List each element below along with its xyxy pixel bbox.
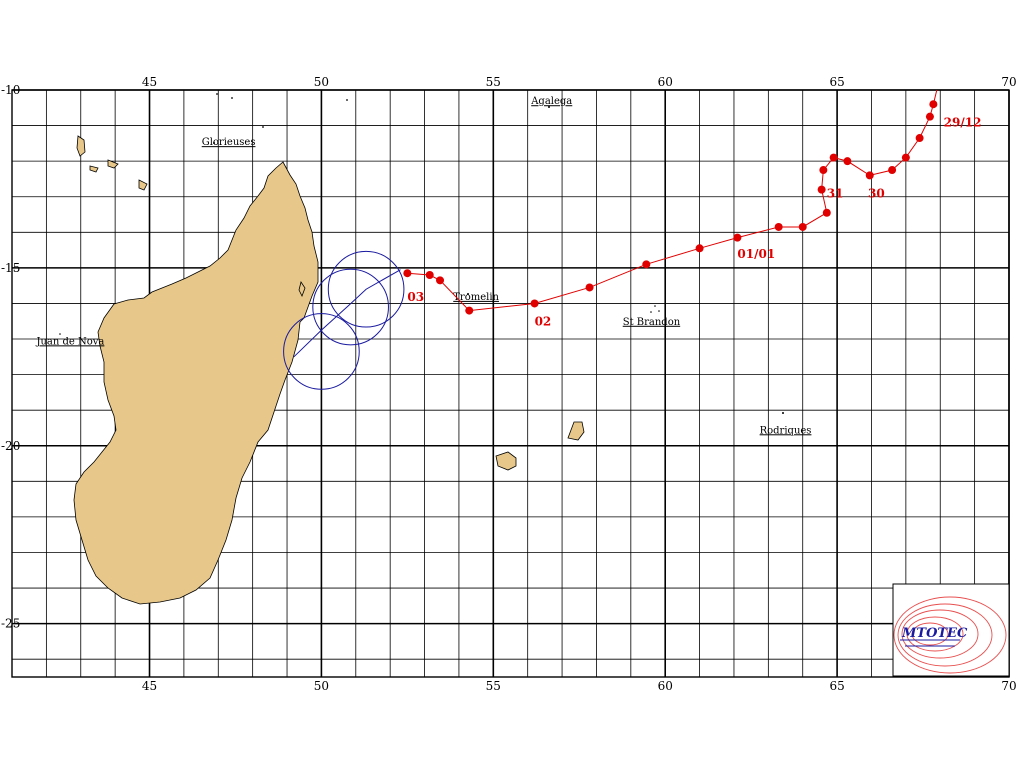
track-point xyxy=(817,185,826,194)
x-axis-ticks: 45 45 50 50 55 55 60 60 65 65 70 70 xyxy=(142,75,1017,693)
forecast-circle xyxy=(283,313,360,390)
forecast-path xyxy=(293,269,401,358)
lat-lon-grid xyxy=(11,89,1010,678)
forecast-circle xyxy=(327,250,405,328)
comoros-island-1 xyxy=(76,135,86,157)
track-point xyxy=(888,166,897,175)
comoros-island-2 xyxy=(89,165,99,173)
x-tick-label-top: 55 xyxy=(486,75,501,89)
place-label: Tromelin xyxy=(453,292,499,303)
x-tick-label-top: 65 xyxy=(829,75,844,89)
track-point xyxy=(530,299,539,308)
cyclone-track xyxy=(403,89,938,315)
track-point xyxy=(829,153,838,162)
forecast-circle xyxy=(312,268,389,346)
track-point xyxy=(798,222,807,231)
track-point xyxy=(925,112,934,121)
y-tick-label: -10 xyxy=(1,83,20,97)
x-tick-label-bottom: 55 xyxy=(486,679,501,693)
sainte-marie-island xyxy=(298,281,306,297)
reunion-island xyxy=(495,451,517,471)
logo-text: MTOTEC xyxy=(901,626,968,641)
y-tick-label: -20 xyxy=(1,439,20,453)
track-line xyxy=(407,89,938,312)
date-label: 01/01 xyxy=(737,247,775,261)
x-tick-label-bottom: 60 xyxy=(658,679,673,693)
y-tick-label: -25 xyxy=(1,617,20,631)
place-label: Rodriques xyxy=(760,425,812,436)
date-label: 29/12 xyxy=(944,115,982,129)
land-masses xyxy=(73,135,585,605)
x-tick-label-top: 50 xyxy=(314,75,329,89)
comoros-island-3 xyxy=(107,159,119,169)
comoros-island-4 xyxy=(138,179,148,191)
forecast-cone xyxy=(283,250,405,390)
track-point xyxy=(901,153,910,162)
map-frame xyxy=(11,89,1010,678)
track-point xyxy=(929,100,938,109)
track-point xyxy=(585,283,594,292)
x-tick-label-bottom: 45 xyxy=(142,679,157,693)
track-point xyxy=(465,306,474,315)
track-point xyxy=(695,244,704,253)
place-label: St Brandon xyxy=(623,317,681,328)
track-point xyxy=(403,269,412,278)
track-point xyxy=(425,270,434,279)
small-islets xyxy=(59,93,784,414)
track-point xyxy=(642,260,651,269)
x-tick-label-top: 45 xyxy=(142,75,157,89)
track-point xyxy=(822,208,831,217)
date-label: 02 xyxy=(535,315,552,329)
madagascar-landmass xyxy=(73,161,319,605)
track-point xyxy=(915,134,924,143)
x-tick-label-top: 60 xyxy=(658,75,673,89)
track-point xyxy=(865,171,874,180)
x-tick-label-bottom: 70 xyxy=(1001,679,1016,693)
x-tick-label-bottom: 65 xyxy=(829,679,844,693)
date-label: 30 xyxy=(868,187,885,201)
place-label: Juan de Nova xyxy=(35,336,104,347)
place-label: Agalega xyxy=(530,96,572,107)
y-tick-label: -15 xyxy=(1,261,20,275)
x-tick-label-bottom: 50 xyxy=(314,679,329,693)
track-point xyxy=(436,276,445,285)
y-axis-ticks: -10 -15 -20 -25 xyxy=(1,83,20,631)
track-point xyxy=(733,233,742,242)
place-labels: Glorieuses Agalega Tromelin St Brandon Juan … xyxy=(35,96,811,436)
track-point xyxy=(774,222,783,231)
mauritius-island xyxy=(567,421,585,441)
track-point xyxy=(843,157,852,166)
meteo-logo: MTOTEC xyxy=(892,583,1010,677)
x-tick-label-top: 70 xyxy=(1001,75,1016,89)
date-label: 31 xyxy=(827,187,844,201)
track-point xyxy=(819,166,828,175)
track-date-labels: 29/12 30 31 01/01 02 03 xyxy=(407,115,981,328)
place-label: Glorieuses xyxy=(202,137,256,148)
date-label: 03 xyxy=(407,290,424,304)
